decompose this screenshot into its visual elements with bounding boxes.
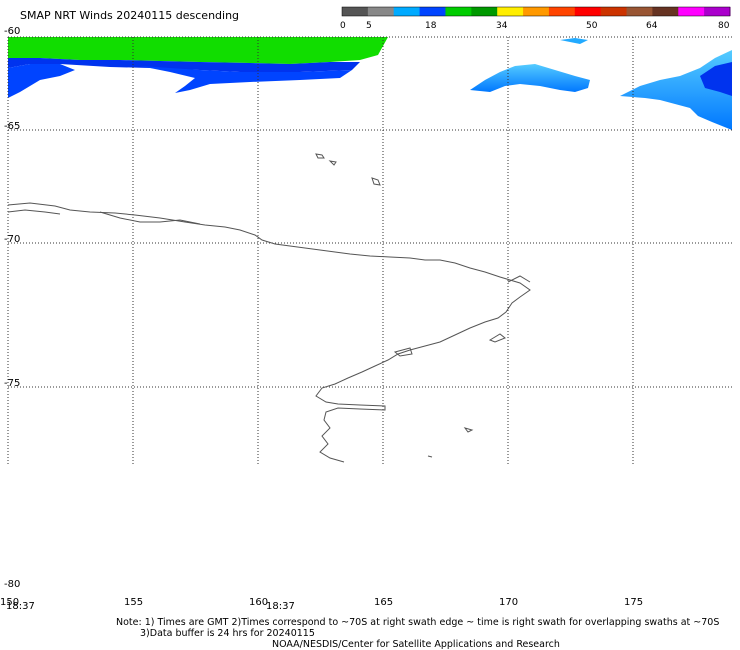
lon-label-155: 155 bbox=[124, 597, 144, 608]
colorbar-swatch-12 bbox=[652, 7, 679, 16]
colorbar-swatch-6 bbox=[497, 7, 524, 16]
colorbar-swatch-10 bbox=[600, 7, 628, 16]
lat-label-60: -60 bbox=[4, 26, 21, 37]
coastline bbox=[7, 153, 531, 463]
colorbar-swatch-9 bbox=[574, 7, 602, 16]
colorbar-label-18: 18 bbox=[425, 21, 437, 31]
colorbar-swatch-8 bbox=[548, 7, 576, 16]
colorbar-swatch-3 bbox=[419, 7, 446, 16]
colorbar-label-50: 50 bbox=[586, 21, 598, 31]
lon-label-165: 165 bbox=[374, 597, 394, 608]
lat-label-75: -75 bbox=[4, 378, 21, 389]
wind-swath-green bbox=[8, 37, 388, 98]
colorbar-label-0: 0 bbox=[340, 21, 346, 31]
colorbar-swatch-7 bbox=[523, 7, 550, 16]
lon-label-160: 160 bbox=[249, 597, 269, 608]
note-line-1: Note: 1) Times are GMT 2)Times correspon… bbox=[116, 617, 720, 628]
swath-time-2: 18:37 bbox=[266, 601, 295, 612]
colorbar-frame bbox=[341, 6, 731, 17]
colorbar-label-80: 80 bbox=[718, 21, 730, 31]
colorbar-swatch-1 bbox=[367, 7, 395, 16]
colorbar-swatch-14 bbox=[704, 7, 731, 16]
colorbar-swatch-11 bbox=[626, 7, 653, 16]
colorbar-swatch-4 bbox=[445, 7, 472, 16]
colorbar-swatch-13 bbox=[678, 7, 705, 16]
swath-time-1: 18:37 bbox=[6, 601, 35, 612]
note-line-2: 3)Data buffer is 24 hrs for 20240115 bbox=[140, 628, 315, 639]
lon-label-150: 150 bbox=[0, 597, 20, 608]
lat-label-70: -70 bbox=[4, 234, 21, 245]
colorbar-label-5: 5 bbox=[366, 21, 372, 31]
lat-label-65: -65 bbox=[4, 121, 21, 132]
colorbar-label-64: 64 bbox=[646, 21, 658, 31]
lat-label-80: -80 bbox=[4, 579, 21, 590]
colorbar-swatch-0 bbox=[342, 7, 369, 16]
wind-swath-blue bbox=[470, 38, 732, 130]
colorbar-swatches bbox=[341, 6, 731, 17]
note-line-3: NOAA/NESDIS/Center for Satellite Applica… bbox=[272, 639, 560, 650]
colorbar-swatch-2 bbox=[393, 7, 421, 16]
map-title: SMAP NRT Winds 20240115 descending bbox=[20, 9, 240, 22]
lon-label-175: 175 bbox=[624, 597, 644, 608]
lon-label-170: 170 bbox=[499, 597, 519, 608]
map-gridlines bbox=[7, 36, 732, 465]
colorbar-swatch-5 bbox=[471, 7, 498, 16]
colorbar-label-34: 34 bbox=[496, 21, 508, 31]
